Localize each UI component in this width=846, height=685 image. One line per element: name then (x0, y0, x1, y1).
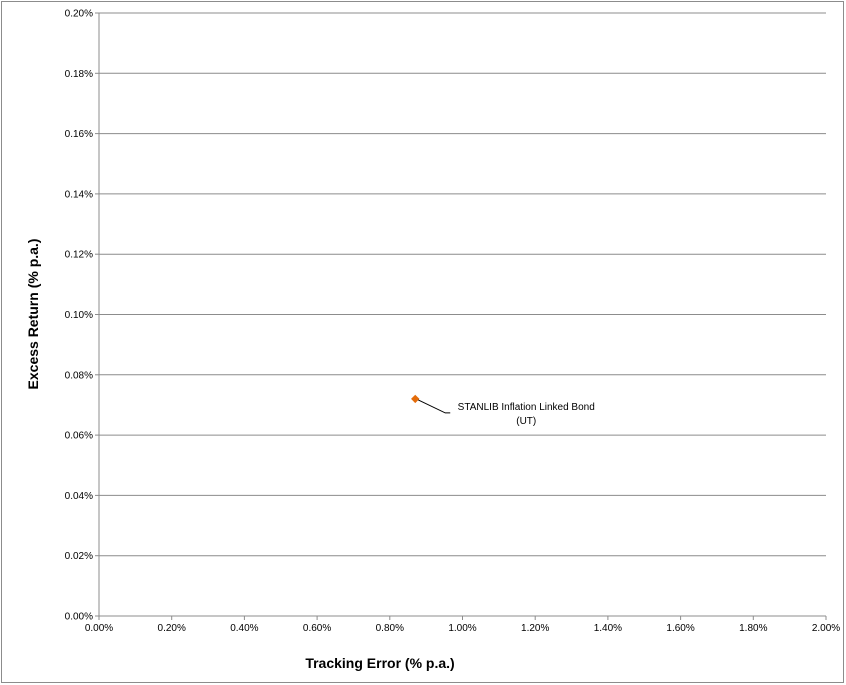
x-tick-label: 0.20% (158, 623, 186, 634)
data-point-label: (UT) (516, 416, 536, 427)
x-tick-label: 1.80% (739, 623, 767, 634)
y-axis-title: Excess Return (% p.a.) (25, 239, 41, 390)
x-tick-label: 1.60% (666, 623, 694, 634)
y-tick-label: 0.12% (65, 250, 93, 261)
y-tick-label: 0.00% (65, 612, 93, 623)
x-tick-label: 0.00% (85, 623, 113, 634)
data-points: STANLIB Inflation Linked Bond (UT) (412, 395, 595, 427)
callout-leader-line (418, 400, 450, 413)
axes (95, 13, 826, 620)
y-tick-label: 0.18% (65, 69, 93, 80)
x-tick-label: 2.00% (812, 623, 840, 634)
y-tick-label: 0.10% (65, 310, 93, 321)
y-tick-label: 0.02% (65, 551, 93, 562)
x-tick-label: 1.20% (521, 623, 549, 634)
x-tick-label: 0.40% (230, 623, 258, 634)
gridlines (99, 13, 826, 556)
x-tick-label: 0.80% (376, 623, 404, 634)
y-tick-label: 0.14% (65, 189, 93, 200)
y-tick-label: 0.20% (65, 9, 93, 20)
x-tick-label: 1.40% (594, 623, 622, 634)
data-point-label: STANLIB Inflation Linked Bond (458, 402, 595, 413)
y-tick-label: 0.04% (65, 491, 93, 502)
data-point-marker (412, 395, 419, 402)
x-tick-label: 0.60% (303, 623, 331, 634)
y-tick-label: 0.06% (65, 431, 93, 442)
y-tick-label: 0.16% (65, 129, 93, 140)
x-tick-labels: 0.00% 0.20% 0.40% 0.60% 0.80% 1.00% 1.20% 1.40%… (85, 623, 840, 634)
x-axis-title: Tracking Error (% p.a.) (305, 655, 454, 671)
x-tick-label: 1.00% (448, 623, 476, 634)
y-tick-label: 0.08% (65, 370, 93, 381)
y-tick-labels: 0.00% 0.02% 0.04% 0.06% 0.08% 0.10% 0.12% 0.14%… (65, 9, 93, 623)
